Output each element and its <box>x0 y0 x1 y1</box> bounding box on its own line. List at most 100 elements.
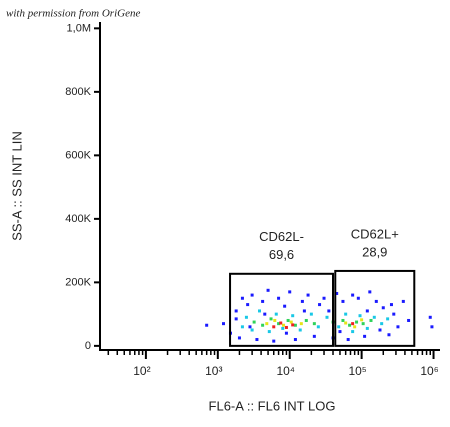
point <box>274 312 278 316</box>
point <box>335 291 339 295</box>
point <box>261 323 265 327</box>
point <box>318 303 322 307</box>
point <box>365 309 369 313</box>
x-axis-label: FL6-A :: FL6 INT LOG <box>209 398 336 413</box>
point <box>279 321 283 325</box>
point <box>306 293 310 297</box>
point <box>396 325 400 329</box>
point <box>272 339 276 343</box>
point <box>304 318 308 322</box>
point <box>353 325 357 329</box>
point <box>288 290 292 294</box>
point <box>284 325 288 329</box>
point <box>392 312 396 316</box>
point <box>237 336 241 340</box>
point <box>346 338 350 342</box>
point <box>351 330 355 334</box>
y-axis-label: SS-A :: SS INT LIN <box>9 131 24 241</box>
point <box>281 326 285 330</box>
point <box>267 330 271 334</box>
point <box>380 322 384 326</box>
point <box>372 315 376 319</box>
point <box>250 293 254 297</box>
point <box>430 325 434 329</box>
point <box>234 309 238 313</box>
point <box>246 303 250 307</box>
point <box>240 325 244 329</box>
point <box>286 318 290 322</box>
point <box>344 321 348 325</box>
point <box>265 322 269 326</box>
point <box>363 334 367 338</box>
point <box>291 314 295 318</box>
gate <box>229 272 335 347</box>
point <box>341 299 345 303</box>
point <box>327 309 331 313</box>
point <box>248 325 252 329</box>
gate-percent: 28,9 <box>362 244 387 259</box>
y-tick-label: 1,0M <box>67 22 91 34</box>
point <box>368 290 372 294</box>
point <box>312 322 316 326</box>
point <box>348 323 352 327</box>
y-tick-label: 0 <box>85 340 91 352</box>
point <box>374 299 378 303</box>
point <box>407 318 411 322</box>
credit: with permission from OriGene <box>6 8 140 20</box>
point <box>361 322 365 326</box>
gate-name: CD62L- <box>259 229 304 244</box>
y-tick-label: 200K <box>65 276 91 288</box>
point <box>341 318 345 322</box>
point <box>369 318 373 322</box>
point <box>401 299 405 303</box>
x-tick-label: 10⁶ <box>420 364 438 378</box>
point <box>299 322 303 326</box>
point <box>300 299 304 303</box>
point <box>428 315 432 319</box>
point <box>282 323 286 327</box>
y-tick-label: 600K <box>65 149 91 161</box>
point <box>252 320 256 324</box>
point <box>289 320 293 324</box>
point <box>381 306 385 310</box>
point <box>293 338 297 342</box>
point <box>358 314 362 318</box>
point <box>284 331 288 335</box>
point <box>386 317 390 321</box>
point <box>277 296 281 300</box>
point <box>344 312 348 316</box>
point <box>266 288 270 292</box>
point <box>272 325 276 329</box>
point <box>291 323 295 327</box>
gate-name: CD62L+ <box>351 226 399 241</box>
point <box>255 338 259 342</box>
point <box>257 309 261 313</box>
x-tick-label: 10⁵ <box>348 364 366 378</box>
point <box>269 317 273 321</box>
x-tick-label: 10² <box>133 364 150 378</box>
point <box>205 323 209 327</box>
point <box>277 322 281 326</box>
point <box>351 293 355 297</box>
x-tick-label: 10⁴ <box>276 364 295 378</box>
point <box>309 312 313 316</box>
point <box>389 303 393 307</box>
gate-percent: 69,6 <box>269 247 294 262</box>
point <box>355 320 359 324</box>
y-tick-label: 800K <box>65 86 91 98</box>
point <box>261 299 265 303</box>
gate <box>334 269 416 347</box>
point <box>325 315 329 319</box>
point <box>360 318 364 322</box>
point <box>234 317 238 321</box>
point <box>293 323 297 327</box>
point <box>263 312 267 316</box>
point <box>302 309 306 313</box>
point <box>312 334 316 338</box>
x-tick-label: 10³ <box>205 364 222 378</box>
point <box>338 330 342 334</box>
point <box>387 333 391 337</box>
point <box>283 304 287 308</box>
